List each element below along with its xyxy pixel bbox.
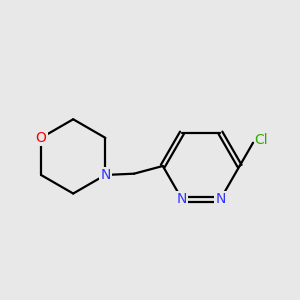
Text: O: O <box>36 131 46 145</box>
Text: N: N <box>215 192 226 206</box>
Text: N: N <box>100 168 110 182</box>
Text: N: N <box>177 192 187 206</box>
Text: Cl: Cl <box>254 133 268 147</box>
